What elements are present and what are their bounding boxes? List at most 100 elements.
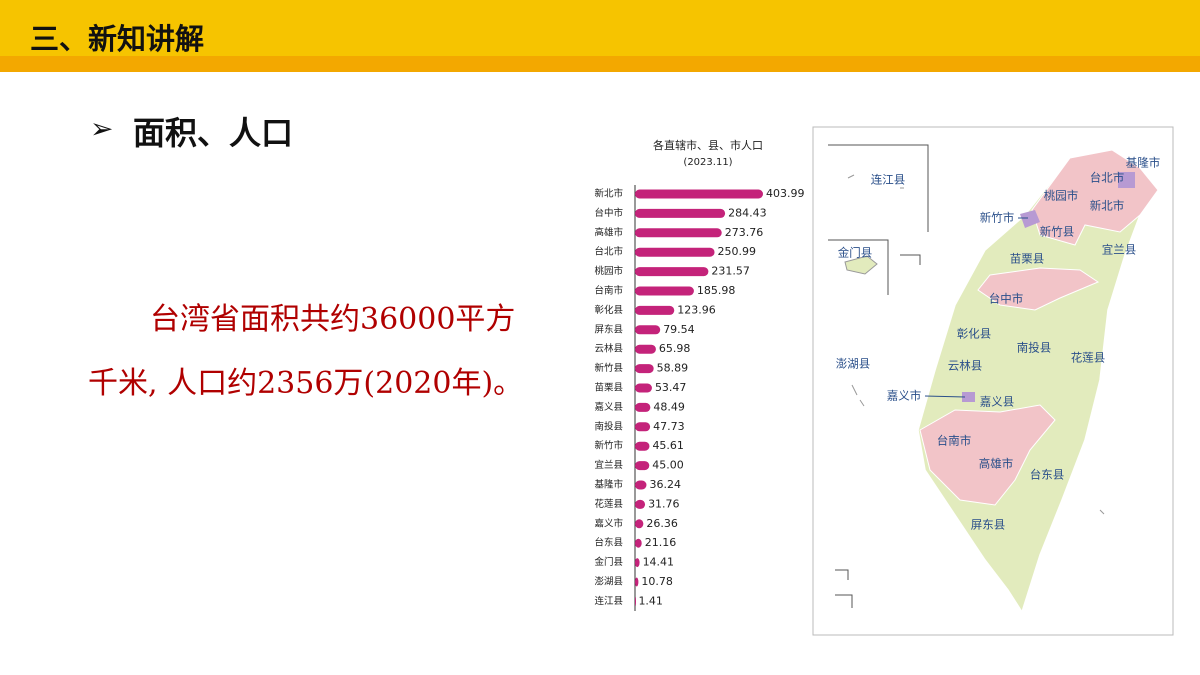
value-label: 14.41 xyxy=(643,556,675,569)
category-label: 基隆市 xyxy=(594,479,623,491)
bar xyxy=(635,383,652,393)
header-stripe xyxy=(0,56,1200,72)
category-label: 新北市 xyxy=(594,188,623,200)
value-label: 273.76 xyxy=(725,226,764,239)
bar xyxy=(635,480,647,490)
map-label: 金门县 xyxy=(838,246,873,260)
category-label: 台东县 xyxy=(594,537,623,549)
map-label: 台北市 xyxy=(1090,171,1125,185)
category-label: 连江县 xyxy=(594,595,623,607)
slide-title: 三、新知讲解 xyxy=(30,22,205,56)
category-label: 高雄市 xyxy=(594,226,623,238)
category-label: 台北市 xyxy=(594,246,623,258)
value-label: 250.99 xyxy=(718,245,757,258)
map-label: 花莲县 xyxy=(1071,351,1106,365)
body-text: 千米, 人口约2356万(2020年)。 xyxy=(88,366,524,401)
bullet: ➢ xyxy=(90,112,114,145)
category-label: 苗栗县 xyxy=(594,383,623,394)
category-label: 南投县 xyxy=(594,420,623,432)
inset-border xyxy=(828,144,929,232)
category-label: 金门县 xyxy=(594,556,623,568)
bar xyxy=(635,189,763,199)
category-label: 花莲县 xyxy=(594,498,623,510)
chart-subtitle: (2023.11) xyxy=(683,157,732,168)
bar xyxy=(635,247,715,257)
region xyxy=(919,404,1056,506)
value-label: 231.57 xyxy=(711,265,750,278)
map-label: 嘉义县 xyxy=(980,395,1015,409)
value-label: 47.73 xyxy=(653,420,685,433)
value-label: 53.47 xyxy=(655,381,687,394)
bar xyxy=(635,499,646,509)
map-label: 基隆市 xyxy=(1126,156,1161,170)
category-label: 桃园市 xyxy=(594,265,623,277)
bar xyxy=(635,422,651,432)
map-label: 屏东县 xyxy=(971,518,1006,532)
bar xyxy=(635,325,661,335)
map-label: 桃园市 xyxy=(1044,189,1079,203)
value-label: 65.98 xyxy=(659,342,691,355)
value-label: 10.78 xyxy=(641,575,673,588)
bar xyxy=(635,364,654,374)
bar xyxy=(635,344,656,354)
map-label: 嘉义市 xyxy=(887,389,922,403)
body-text: 台湾省面积共约36000平方 xyxy=(150,302,516,337)
category-label: 云林县 xyxy=(594,343,623,355)
map-label: 宜兰县 xyxy=(1102,243,1137,257)
inset-border xyxy=(835,254,921,608)
map-label: 云林县 xyxy=(948,359,983,373)
category-label: 新竹县 xyxy=(594,362,623,374)
map-label: 新竹市 xyxy=(980,211,1015,225)
category-label: 嘉义市 xyxy=(594,517,623,529)
leader-line xyxy=(924,395,966,398)
map-label: 高雄市 xyxy=(979,457,1014,471)
map-label: 台中市 xyxy=(989,292,1024,306)
map-label: 连江县 xyxy=(871,173,906,187)
bar xyxy=(635,228,722,238)
bar xyxy=(635,519,644,529)
bar xyxy=(635,558,640,568)
value-label: 123.96 xyxy=(677,303,716,316)
header-band xyxy=(0,0,1200,56)
value-label: 21.16 xyxy=(645,536,677,549)
category-label: 澎湖县 xyxy=(594,576,623,588)
islet xyxy=(844,174,1105,515)
inset-border xyxy=(828,239,889,295)
value-label: 1.41 xyxy=(638,594,663,607)
map-label: 新竹县 xyxy=(1040,225,1075,239)
category-label: 台中市 xyxy=(594,207,623,219)
category-label: 彰化县 xyxy=(594,304,623,316)
bar xyxy=(635,461,650,471)
value-label: 58.89 xyxy=(657,362,689,375)
map-label: 新北市 xyxy=(1090,199,1125,213)
category-label: 屏东县 xyxy=(594,323,623,335)
region xyxy=(977,267,1100,311)
value-label: 284.43 xyxy=(728,206,767,219)
bar xyxy=(635,577,639,587)
bar xyxy=(635,596,636,606)
value-label: 26.36 xyxy=(646,517,678,530)
map-label: 澎湖县 xyxy=(836,357,871,371)
value-label: 45.61 xyxy=(652,439,684,452)
value-label: 403.99 xyxy=(766,187,805,200)
value-label: 31.76 xyxy=(648,497,680,510)
section-heading: 面积、人口 xyxy=(133,114,294,152)
bar xyxy=(635,267,709,277)
value-label: 36.24 xyxy=(649,478,681,491)
value-label: 48.49 xyxy=(653,400,685,413)
bar xyxy=(635,538,642,548)
category-label: 台南市 xyxy=(594,285,623,297)
category-label: 嘉义县 xyxy=(594,401,623,413)
category-label: 新竹市 xyxy=(594,440,623,452)
bar xyxy=(635,208,726,218)
value-label: 79.54 xyxy=(663,323,695,336)
bar xyxy=(635,286,694,296)
map-label: 台东县 xyxy=(1030,468,1065,482)
map-label: 台南市 xyxy=(937,434,972,448)
bar xyxy=(635,402,651,412)
chart-title: 各直辖市、县、市人口 xyxy=(653,138,763,152)
category-label: 宜兰县 xyxy=(594,459,623,471)
bar xyxy=(635,441,650,451)
